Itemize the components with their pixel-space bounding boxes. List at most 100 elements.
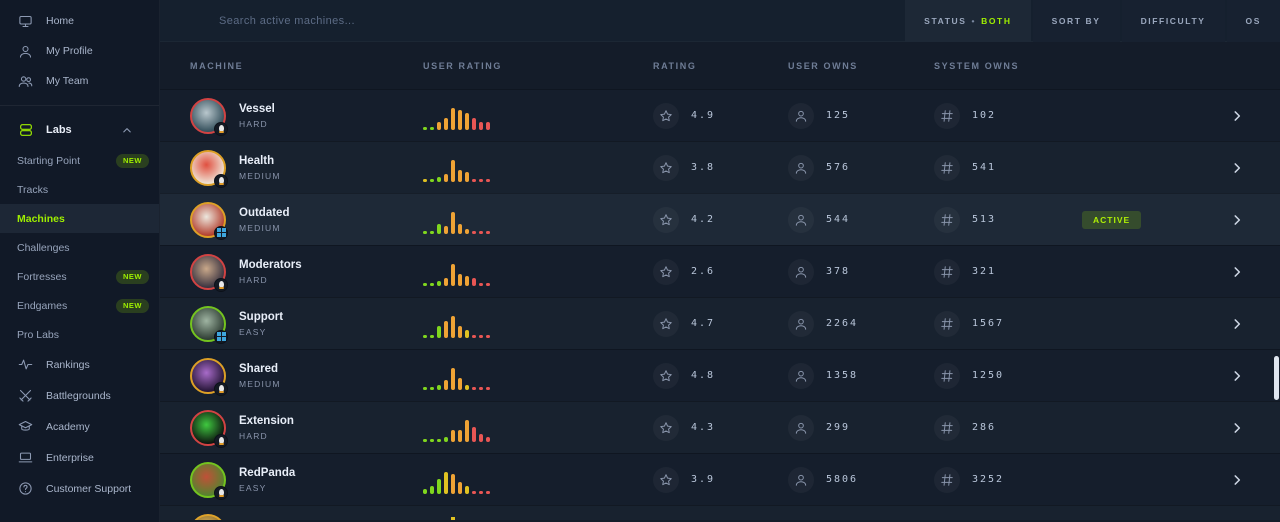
filter-label: STATUS <box>924 15 967 26</box>
sidebar-item-endgames[interactable]: Endgames NEW <box>0 291 159 320</box>
chevron-right-icon[interactable] <box>1230 473 1244 487</box>
histogram-bar <box>423 178 427 182</box>
histogram-bar <box>451 517 455 520</box>
table-row[interactable]: Shared MEDIUM 4.8 1358 1250 <box>160 349 1280 401</box>
table-row[interactable]: Outdated MEDIUM 4.2 544 513 ACTIVE <box>160 193 1280 245</box>
histogram-bar <box>444 278 448 286</box>
table-row[interactable]: Vessel HARD 4.9 125 102 <box>160 89 1280 141</box>
filter-separator: • <box>971 15 977 26</box>
filter-button-status[interactable]: STATUS • BOTH <box>905 0 1031 42</box>
chevron-right-icon[interactable] <box>1230 265 1244 279</box>
os-badge-linux <box>214 277 228 292</box>
sidebar-item-pro-labs[interactable]: Pro Labs <box>0 320 159 349</box>
user-icon <box>794 213 808 227</box>
machine-name: RedPanda <box>239 467 296 479</box>
histogram-bar <box>472 230 476 234</box>
rating-cell: 4.9 <box>653 102 788 129</box>
histogram-bar <box>444 379 448 390</box>
rating-cell: 3.9 <box>653 466 788 493</box>
system-owns-cell: 3252 <box>934 466 1082 493</box>
sidebar-item-label: Customer Support <box>46 482 132 495</box>
histogram-bar <box>430 486 434 494</box>
rating-cell-value: 4.3 <box>691 422 716 433</box>
machine-cell: Outdated MEDIUM <box>190 201 423 240</box>
sidebar-item-fortresses[interactable]: Fortresses NEW <box>0 262 159 291</box>
star-icon <box>659 317 673 331</box>
table-row-partial[interactable] <box>160 505 1280 520</box>
machine-text: Shared MEDIUM <box>239 362 281 389</box>
chevron-right-icon[interactable] <box>1230 369 1244 383</box>
histogram-bar <box>486 178 490 182</box>
sidebar-item-label: Academy <box>46 420 90 433</box>
system-owns-cell: 541 <box>934 154 1082 181</box>
hash-icon-wrap <box>934 414 960 441</box>
table-row[interactable]: Extension HARD 4.3 299 286 <box>160 401 1280 453</box>
machine-difficulty: HARD <box>239 119 268 129</box>
machine-cell: Extension HARD <box>190 409 423 448</box>
star-icon <box>659 265 673 279</box>
sidebar-item-challenges[interactable]: Challenges <box>0 233 159 262</box>
table-row[interactable]: Moderators HARD 2.6 378 321 <box>160 245 1280 297</box>
search-input[interactable] <box>219 14 519 27</box>
chevron-right-icon[interactable] <box>1230 161 1244 175</box>
sidebar-item-my-team[interactable]: My Team <box>0 66 159 96</box>
user-icon-wrap <box>788 206 814 233</box>
new-badge: NEW <box>116 298 149 313</box>
sidebar-item-starting-point[interactable]: Starting Point NEW <box>0 146 159 175</box>
sidebar-item-tracks[interactable]: Tracks <box>0 175 159 204</box>
column-header-machine: MACHINE <box>190 60 244 71</box>
histogram-bar <box>486 282 490 286</box>
chevron-right-icon[interactable] <box>1230 109 1244 123</box>
hash-icon-wrap <box>934 362 960 389</box>
sidebar-item-battlegrounds[interactable]: Battlegrounds <box>0 380 159 411</box>
histogram-bar <box>451 211 455 234</box>
scrollbar-thumb[interactable] <box>1274 356 1279 400</box>
sidebar-item-label: Pro Labs <box>17 328 60 341</box>
machine-text: Moderators HARD <box>239 258 302 285</box>
rating-cell-value: 4.8 <box>691 370 716 381</box>
star-icon-wrap <box>653 362 679 389</box>
hash-icon <box>940 317 954 331</box>
chevron-right-icon[interactable] <box>1230 213 1244 227</box>
version-selector[interactable]: v 3.18.0 <box>0 512 159 522</box>
os-badge-linux <box>214 433 228 448</box>
machine-name: Outdated <box>239 207 290 219</box>
active-badge: ACTIVE <box>1082 210 1142 229</box>
sidebar-item-enterprise[interactable]: Enterprise <box>0 442 159 473</box>
machine-avatar-image <box>190 253 226 290</box>
table-row[interactable]: Support EASY 4.7 2264 1567 <box>160 297 1280 349</box>
machine-avatar <box>190 514 226 520</box>
machine-table: Vessel HARD 4.9 125 102 Health MEDIUM 3.8 576 541… <box>160 89 1280 522</box>
sidebar-item-label: Tracks <box>17 183 49 196</box>
sidebar: Home My Profile My Team Labs Starting Point N… <box>0 0 160 522</box>
labs-stack-icon <box>18 122 34 138</box>
rating-cell-value: 2.6 <box>691 266 716 277</box>
histogram-bar <box>465 384 469 390</box>
column-header-user-owns: USER OWNS <box>788 60 858 71</box>
hash-icon-wrap <box>934 466 960 493</box>
sidebar-item-my-profile[interactable]: My Profile <box>0 36 159 66</box>
sidebar-item-rankings[interactable]: Rankings <box>0 349 159 380</box>
histogram-bar <box>451 315 455 338</box>
histogram-bar <box>458 273 462 286</box>
filter-button-difficulty[interactable]: DIFFICULTY <box>1121 0 1225 42</box>
sidebar-item-label: Enterprise <box>46 451 94 464</box>
sidebar-item-home[interactable]: Home <box>0 6 159 36</box>
chevron-right-icon[interactable] <box>1230 421 1244 435</box>
hash-icon-wrap <box>934 310 960 337</box>
table-row[interactable]: RedPanda EASY 3.9 5806 3252 <box>160 453 1280 505</box>
user-owns-cell: 299 <box>788 414 934 441</box>
sidebar-item-machines[interactable]: Machines <box>0 204 159 233</box>
sidebar-divider <box>0 105 159 106</box>
filter-button-sort-by[interactable]: SORT BY <box>1032 0 1120 42</box>
histogram-bar <box>437 223 441 234</box>
sidebar-item-label: My Profile <box>46 45 93 57</box>
chevron-right-icon[interactable] <box>1230 317 1244 331</box>
filter-button-os[interactable]: OS <box>1226 0 1280 42</box>
sidebar-item-academy[interactable]: Academy <box>0 411 159 442</box>
histogram-bar <box>458 223 462 234</box>
sidebar-item-customer-support[interactable]: Customer Support <box>0 473 159 504</box>
table-row[interactable]: Health MEDIUM 3.8 576 541 <box>160 141 1280 193</box>
histogram-bar <box>423 438 427 442</box>
sidebar-item-labs[interactable]: Labs <box>0 114 159 146</box>
